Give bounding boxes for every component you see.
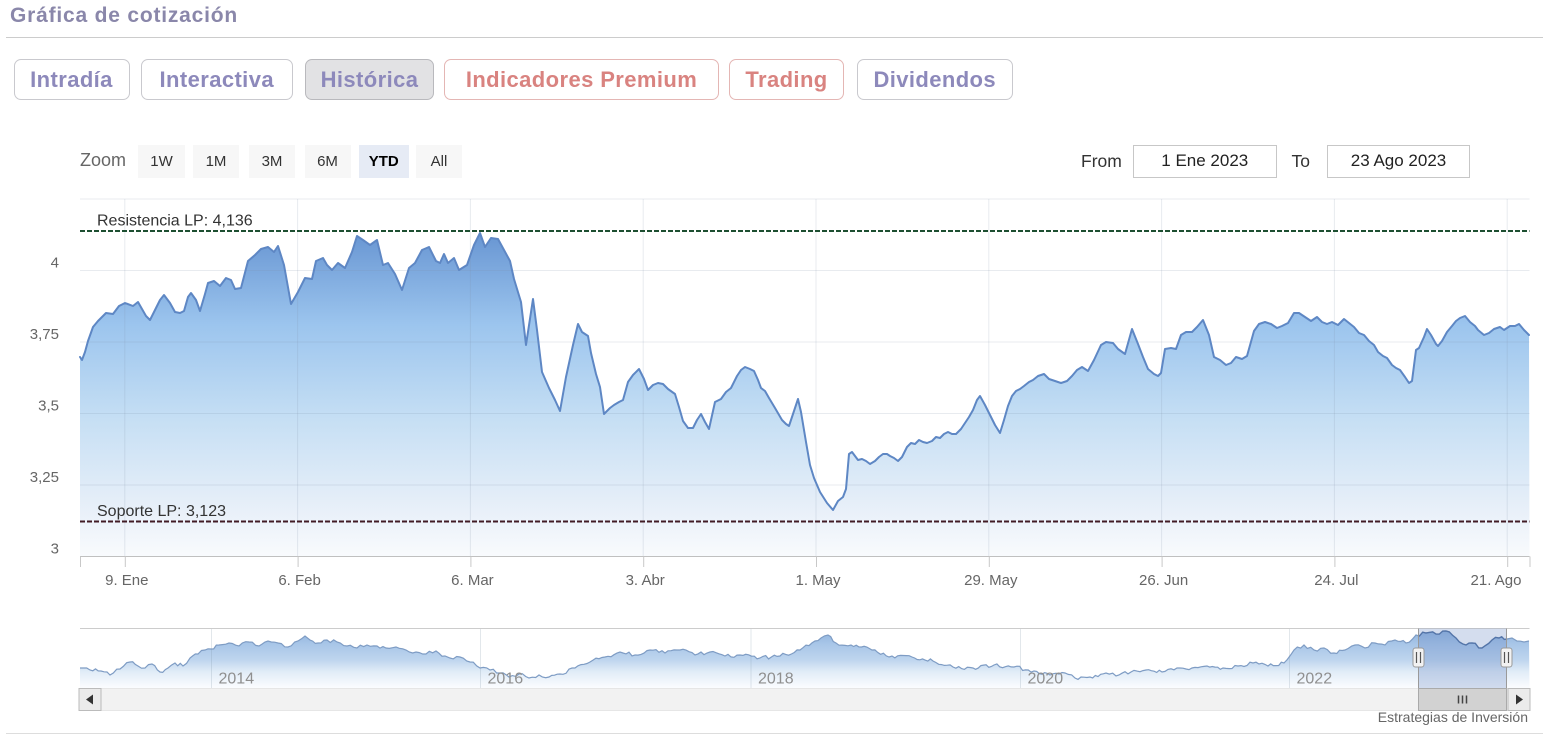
svg-text:9. Ene: 9. Ene — [105, 572, 148, 589]
svg-text:26. Jun: 26. Jun — [1139, 572, 1188, 589]
svg-text:6. Feb: 6. Feb — [278, 572, 321, 589]
svg-text:29. May: 29. May — [964, 572, 1018, 589]
svg-text:3,75: 3,75 — [30, 326, 59, 343]
svg-text:24. Jul: 24. Jul — [1314, 572, 1358, 589]
svg-text:6. Mar: 6. Mar — [451, 572, 494, 589]
svg-text:Soporte LP: 3,123: Soporte LP: 3,123 — [97, 503, 226, 520]
svg-text:3. Abr: 3. Abr — [626, 572, 665, 589]
svg-text:21. Ago: 21. Ago — [1471, 572, 1522, 589]
svg-text:2016: 2016 — [488, 671, 524, 688]
svg-text:2014: 2014 — [219, 671, 255, 688]
svg-text:2018: 2018 — [758, 671, 794, 688]
svg-text:3: 3 — [51, 541, 59, 558]
svg-text:4: 4 — [51, 255, 59, 272]
svg-text:3,25: 3,25 — [30, 469, 59, 486]
svg-text:3,5: 3,5 — [38, 398, 59, 415]
svg-text:1. May: 1. May — [795, 572, 841, 589]
svg-text:2020: 2020 — [1028, 671, 1064, 688]
svg-text:Estrategias de Inversión: Estrategias de Inversión — [1378, 709, 1528, 725]
svg-text:Resistencia LP: 4,136: Resistencia LP: 4,136 — [97, 213, 253, 230]
svg-text:2022: 2022 — [1297, 671, 1333, 688]
